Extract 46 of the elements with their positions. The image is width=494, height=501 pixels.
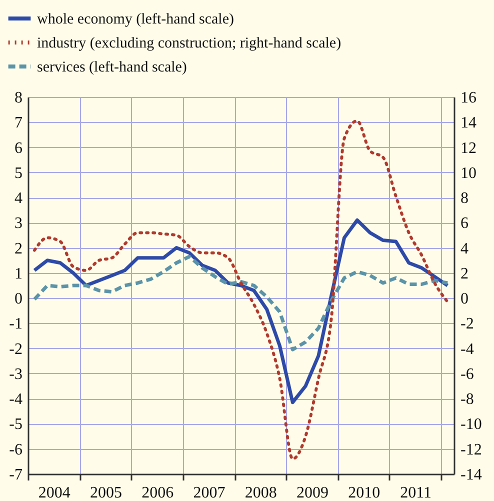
y2-tick-label: 16 bbox=[460, 90, 476, 106]
y-tick-label: 4 bbox=[14, 190, 22, 208]
y2-tick-label: -6 bbox=[460, 366, 474, 383]
y-tick-label: -7 bbox=[9, 466, 22, 484]
line-series bbox=[32, 218, 450, 404]
y2-tick-label: 0 bbox=[460, 290, 468, 308]
y-tick-label: 5 bbox=[14, 164, 22, 182]
y-tick-label: 7 bbox=[14, 114, 22, 132]
y2-tick-label: 14 bbox=[460, 114, 476, 132]
x-tick-label: 2007 bbox=[193, 484, 226, 501]
y2-tick-label: -12 bbox=[460, 441, 482, 458]
y-tick-label: 6 bbox=[14, 140, 22, 157]
y2-tick-label: -4 bbox=[460, 340, 474, 358]
y2-tick-label: 10 bbox=[460, 164, 476, 182]
y2-tick-label: -2 bbox=[460, 316, 474, 333]
line-series bbox=[32, 254, 450, 352]
y-tick-label: -3 bbox=[9, 366, 22, 383]
x-tick-label: 2009 bbox=[296, 484, 328, 501]
y2-tick-label: -10 bbox=[460, 416, 482, 434]
legend-label: industry (excluding construction; right-hand scale) bbox=[37, 36, 342, 52]
y-tick-label: 0 bbox=[14, 290, 22, 308]
y2-tick-label: 4 bbox=[460, 240, 468, 258]
legend-label: services (left-hand scale) bbox=[37, 60, 187, 76]
y-tick-label: 1 bbox=[14, 265, 22, 282]
legend-label: whole economy (left-hand scale) bbox=[37, 12, 234, 28]
x-tick-label: 2008 bbox=[244, 484, 277, 501]
x-tick-label: 2011 bbox=[400, 484, 432, 501]
x-tick-label: 2004 bbox=[38, 484, 70, 501]
y2-tick-label: 2 bbox=[460, 265, 468, 282]
line-series bbox=[32, 119, 450, 460]
y-tick-label: 2 bbox=[14, 240, 22, 258]
x-tick-label: 2010 bbox=[348, 484, 380, 501]
y2-tick-label: -14 bbox=[460, 466, 482, 484]
y-tick-label: -6 bbox=[9, 441, 22, 458]
y-tick-label: -1 bbox=[9, 316, 22, 333]
y-tick-label: -5 bbox=[9, 416, 22, 434]
y2-tick-label: 8 bbox=[460, 190, 468, 208]
y-tick-label: 8 bbox=[14, 90, 22, 106]
y2-tick-label: -8 bbox=[460, 391, 474, 408]
y-tick-label: -2 bbox=[9, 340, 22, 358]
x-tick-label: 2005 bbox=[90, 484, 122, 501]
y-tick-label: 3 bbox=[14, 215, 22, 232]
x-tick-label: 2006 bbox=[142, 484, 174, 501]
y-tick-label: -4 bbox=[9, 391, 22, 408]
y2-tick-label: 6 bbox=[460, 215, 468, 232]
y2-tick-label: 12 bbox=[460, 140, 476, 157]
